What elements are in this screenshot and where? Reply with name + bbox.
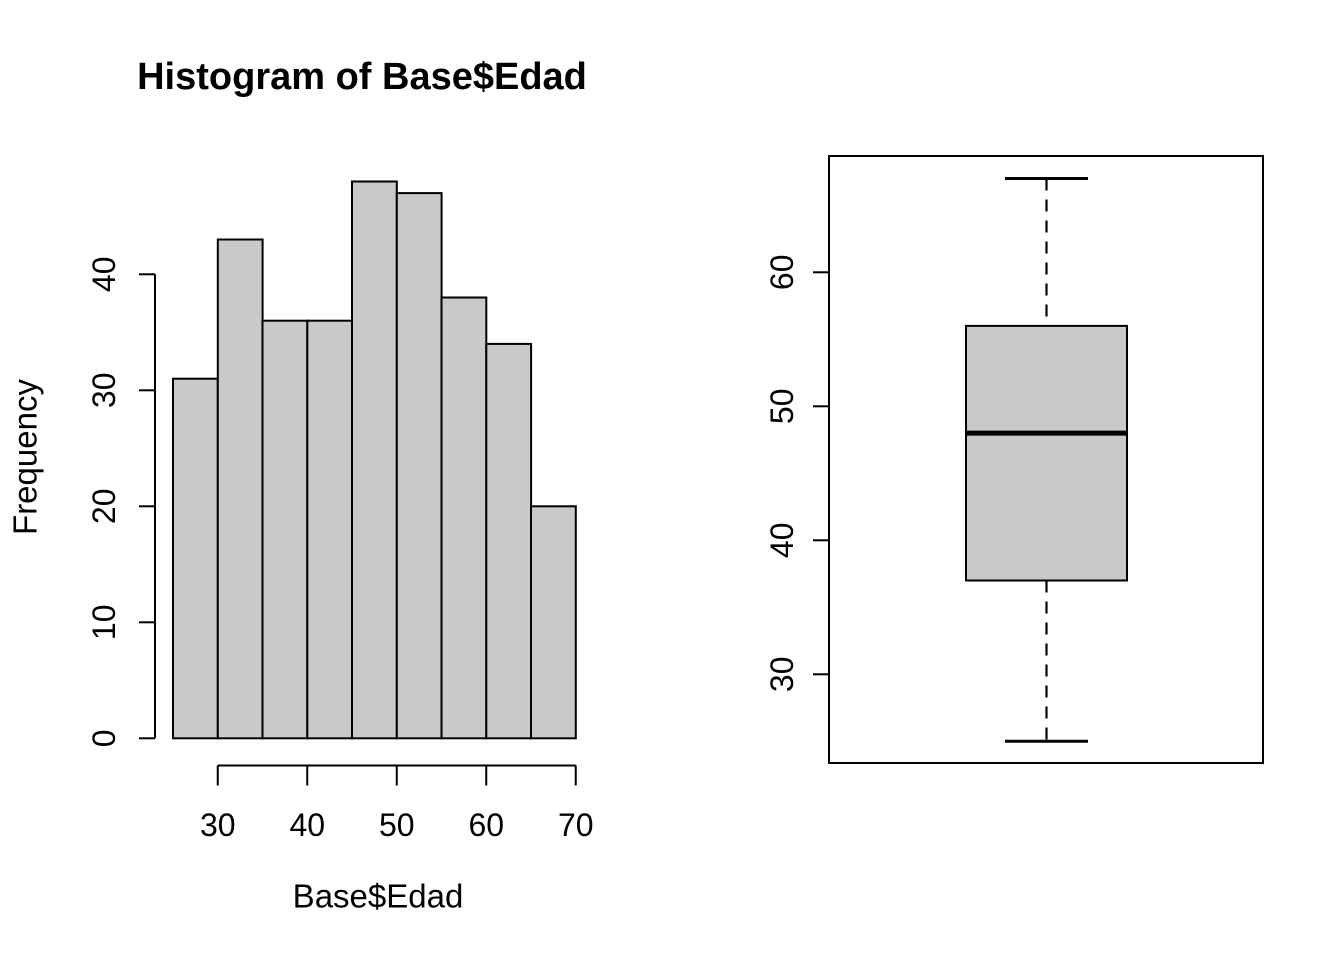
histogram-bar	[306, 319, 354, 740]
boxplot-frame	[828, 155, 1264, 764]
histogram-x-axis-label: Base$Edad	[292, 877, 464, 915]
histogram-x-tick-label: 50	[379, 807, 415, 843]
histogram-y-tick-label: 20	[86, 489, 122, 525]
boxplot-y-tick-label: 40	[764, 523, 800, 559]
histogram-x-tick-label: 40	[289, 807, 325, 843]
histogram-y-tick-label: 30	[86, 373, 122, 409]
histogram-bar	[485, 342, 533, 740]
histogram-y-tick-label: 0	[86, 729, 122, 747]
boxplot-y-tick-label: 50	[764, 389, 800, 425]
histogram-y-axis-label: Frequency	[6, 379, 44, 535]
histogram-bar	[172, 377, 219, 740]
histogram-bar	[261, 319, 309, 740]
histogram-title: Histogram of Base$Edad	[137, 56, 587, 98]
histogram-bar	[216, 238, 264, 740]
boxplot-iqr-box	[965, 324, 1128, 582]
histogram-bar	[440, 296, 488, 740]
histogram-bar	[395, 192, 443, 740]
histogram-y-tick-label: 40	[86, 257, 122, 293]
boxplot-y-tick-label: 30	[764, 657, 800, 693]
boxplot-y-tick-label: 60	[764, 255, 800, 291]
histogram-y-tick-label: 10	[86, 605, 122, 641]
histogram-x-tick-label: 30	[200, 807, 236, 843]
histogram-x-tick-label: 60	[468, 807, 504, 843]
histogram-bar	[351, 180, 398, 740]
histogram-bar	[530, 505, 577, 740]
histogram-x-tick-label: 70	[558, 807, 594, 843]
